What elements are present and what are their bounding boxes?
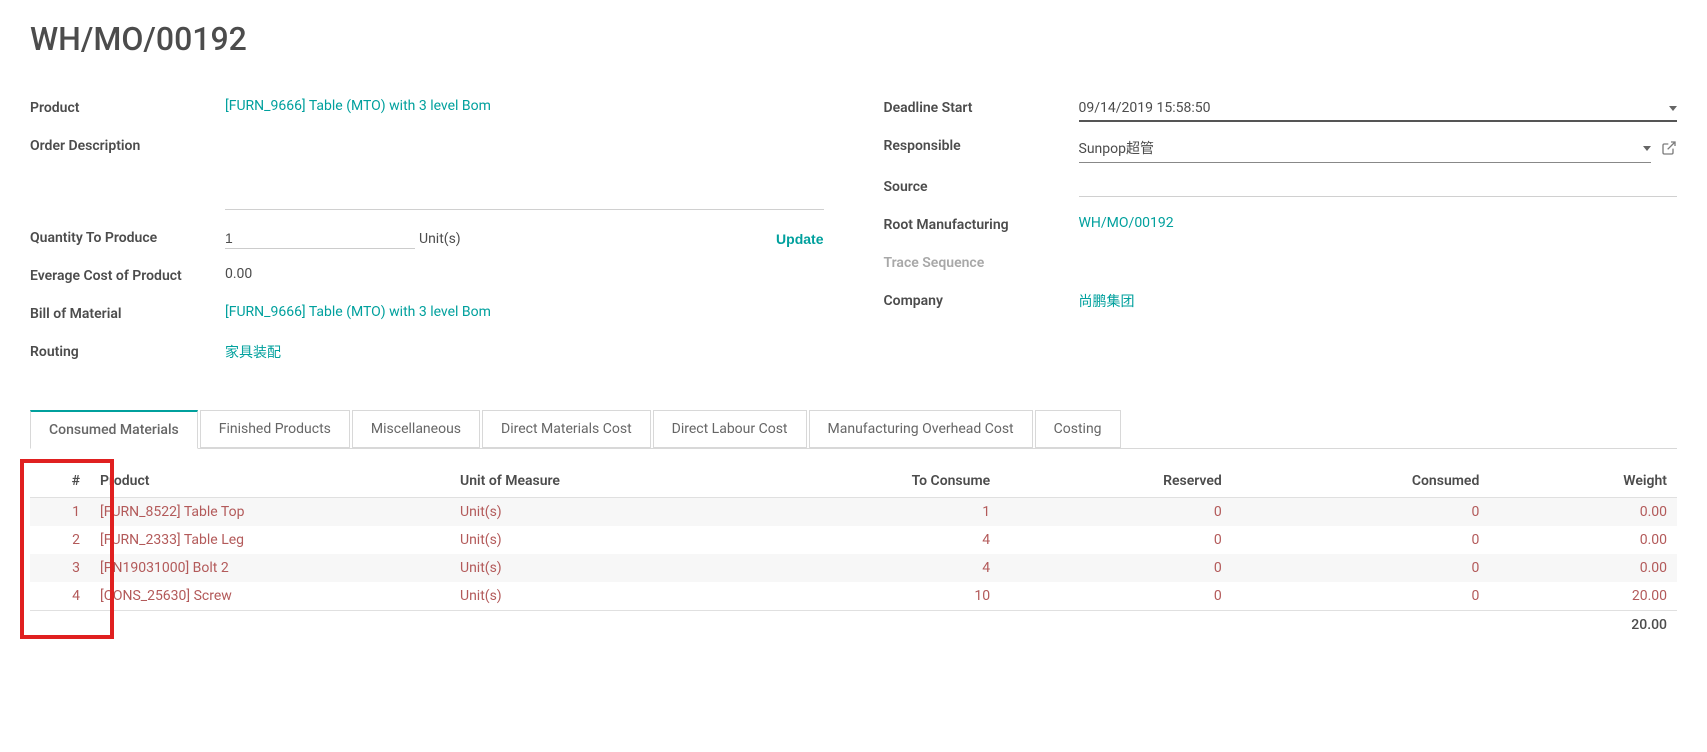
deadline-label: Deadline Start [884,98,1079,116]
cell-consumed: 0 [1232,498,1490,527]
col-header-to-consume[interactable]: To Consume [710,465,1000,498]
root-mfg-value[interactable]: WH/MO/00192 [1079,215,1678,231]
cell-product: [PN19031000] Bolt 2 [90,554,450,582]
cell-consumed: 0 [1232,582,1490,611]
col-header-uom[interactable]: Unit of Measure [450,465,710,498]
cell-uom: Unit(s) [450,498,710,527]
caret-down-icon [1669,106,1677,111]
total-weight: 20.00 [1489,611,1677,640]
trace-seq-label: Trace Sequence [884,253,1079,271]
cell-weight: 0.00 [1489,498,1677,527]
qty-unit-text: Unit(s) [419,231,461,247]
col-header-product[interactable]: Product [90,465,450,498]
responsible-select[interactable]: Sunpop超管 [1079,136,1652,163]
tab-direct-labour-cost[interactable]: Direct Labour Cost [653,410,807,448]
deadline-select[interactable]: 09/14/2019 15:58:50 [1079,98,1678,122]
consumed-materials-table: # Product Unit of Measure To Consume Res… [30,465,1677,639]
tab-manufacturing-overhead-cost[interactable]: Manufacturing Overhead Cost [809,410,1033,448]
tab-costing[interactable]: Costing [1035,410,1121,448]
routing-value[interactable]: 家具装配 [225,342,824,362]
cell-reserved: 0 [1000,498,1232,527]
company-label: Company [884,291,1079,309]
cell-to-consume: 4 [710,526,1000,554]
source-label: Source [884,177,1079,195]
responsible-value: Sunpop超管 [1079,138,1644,158]
cell-to-consume: 10 [710,582,1000,611]
cell-uom: Unit(s) [450,582,710,611]
bom-label: Bill of Material [30,304,225,322]
page-title: WH/MO/00192 [30,20,1677,58]
col-header-index[interactable]: # [30,465,90,498]
cell-index: 2 [30,526,90,554]
cell-weight: 0.00 [1489,526,1677,554]
col-header-weight[interactable]: Weight [1489,465,1677,498]
cell-consumed: 0 [1232,554,1490,582]
qty-to-produce-label: Quantity To Produce [30,228,225,246]
cell-reserved: 0 [1000,554,1232,582]
cell-index: 3 [30,554,90,582]
total-row: 20.00 [30,611,1677,640]
table-row[interactable]: 4[CONS_25630] ScrewUnit(s)100020.00 [30,582,1677,611]
cell-weight: 20.00 [1489,582,1677,611]
avg-cost-value: 0.00 [225,266,824,282]
product-value[interactable]: [FURN_9666] Table (MTO) with 3 level Bom [225,98,824,114]
cell-to-consume: 4 [710,554,1000,582]
caret-down-icon [1643,146,1651,151]
update-button[interactable]: Update [776,231,823,247]
cell-reserved: 0 [1000,526,1232,554]
cell-product: [FURN_8522] Table Top [90,498,450,527]
form-grid: Product [FURN_9666] Table (MTO) with 3 l… [30,98,1677,380]
tab-miscellaneous[interactable]: Miscellaneous [352,410,480,448]
table-row[interactable]: 3[PN19031000] Bolt 2Unit(s)4000.00 [30,554,1677,582]
deadline-value: 09/14/2019 15:58:50 [1079,100,1670,116]
col-header-reserved[interactable]: Reserved [1000,465,1232,498]
cell-index: 4 [30,582,90,611]
order-description-input[interactable] [225,190,824,210]
tabs-container: Consumed Materials Finished Products Mis… [30,410,1677,449]
cell-index: 1 [30,498,90,527]
bom-value[interactable]: [FURN_9666] Table (MTO) with 3 level Bom [225,304,824,320]
form-right-column: Deadline Start 09/14/2019 15:58:50 Respo… [884,98,1678,380]
cell-uom: Unit(s) [450,526,710,554]
table-row[interactable]: 2[FURN_2333] Table LegUnit(s)4000.00 [30,526,1677,554]
source-input[interactable] [1079,177,1678,197]
routing-label: Routing [30,342,225,360]
cell-product: [CONS_25630] Screw [90,582,450,611]
root-mfg-label: Root Manufacturing [884,215,1079,233]
avg-cost-label: Everage Cost of Product [30,266,225,284]
cell-consumed: 0 [1232,526,1490,554]
cell-weight: 0.00 [1489,554,1677,582]
cell-to-consume: 1 [710,498,1000,527]
cell-uom: Unit(s) [450,554,710,582]
tab-consumed-materials[interactable]: Consumed Materials [30,410,198,449]
product-label: Product [30,98,225,116]
table-row[interactable]: 1[FURN_8522] Table TopUnit(s)1000.00 [30,498,1677,527]
external-link-icon[interactable] [1661,140,1677,160]
responsible-label: Responsible [884,136,1079,154]
col-header-consumed[interactable]: Consumed [1232,465,1490,498]
order-description-label: Order Description [30,136,225,154]
cell-product: [FURN_2333] Table Leg [90,526,450,554]
tab-direct-materials-cost[interactable]: Direct Materials Cost [482,410,651,448]
cell-reserved: 0 [1000,582,1232,611]
tab-finished-products[interactable]: Finished Products [200,410,350,448]
form-left-column: Product [FURN_9666] Table (MTO) with 3 l… [30,98,824,380]
qty-to-produce-input[interactable] [225,228,415,249]
company-value[interactable]: 尚鹏集团 [1079,291,1678,311]
